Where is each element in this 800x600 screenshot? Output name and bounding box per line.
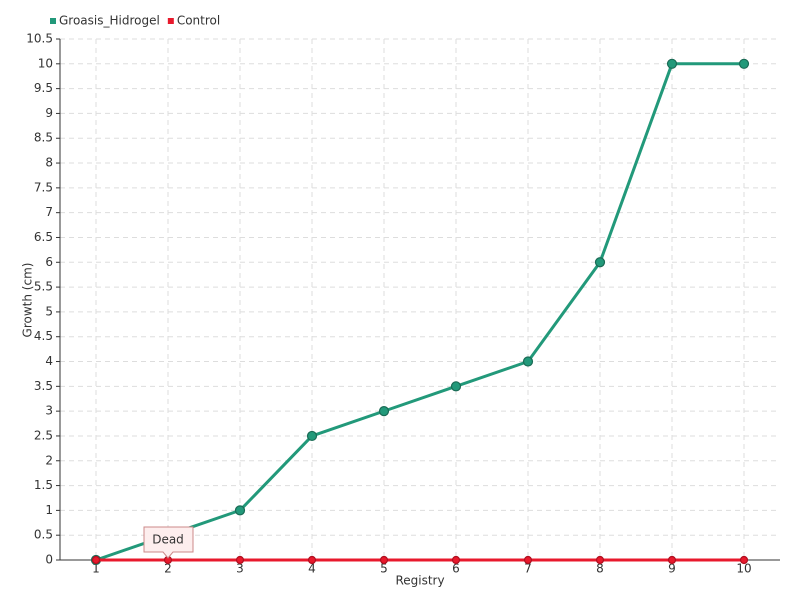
data-point bbox=[594, 257, 606, 268]
x-tick-label: 8 bbox=[596, 562, 604, 576]
x-tick-label: 3 bbox=[236, 562, 244, 576]
y-tick-label: 8.5 bbox=[34, 131, 53, 145]
y-tick-label: 4 bbox=[45, 354, 53, 368]
data-point bbox=[450, 381, 462, 392]
y-tick-label: 9 bbox=[45, 106, 53, 120]
data-point bbox=[667, 555, 677, 565]
series-line bbox=[95, 62, 744, 562]
y-tick-label: 0.5 bbox=[34, 528, 53, 542]
legend-swatch bbox=[50, 18, 56, 24]
legend-swatch bbox=[167, 18, 174, 24]
y-tick-label: 5 bbox=[45, 304, 53, 318]
x-axis-label: Registry bbox=[395, 574, 444, 588]
data-point bbox=[451, 555, 461, 565]
data-point bbox=[595, 555, 605, 565]
x-tick-label: 1 bbox=[92, 562, 100, 576]
y-tick-label: 10 bbox=[38, 56, 53, 70]
annotation-text: Dead bbox=[152, 533, 184, 547]
y-tick-label: 3.5 bbox=[34, 379, 53, 393]
data-point bbox=[235, 555, 245, 565]
y-tick-label: 5.5 bbox=[34, 280, 53, 294]
y-tick-label: 2.5 bbox=[34, 428, 53, 442]
y-tick-label: 6 bbox=[45, 255, 53, 269]
x-tick-label: 10 bbox=[736, 562, 751, 576]
legend-label: Control bbox=[177, 14, 220, 28]
legend-label: Groasis_Hidrogel bbox=[59, 14, 160, 28]
y-tick-label: 10.5 bbox=[26, 32, 53, 46]
data-point bbox=[522, 356, 534, 367]
y-tick-label: 6.5 bbox=[34, 230, 53, 244]
y-tick-label: 9.5 bbox=[34, 81, 53, 95]
y-tick-label: 3 bbox=[45, 404, 53, 418]
x-tick-label: 9 bbox=[668, 562, 676, 576]
y-tick-label: 1 bbox=[45, 503, 53, 517]
x-tick-label: 7 bbox=[524, 562, 532, 576]
data-point bbox=[307, 555, 317, 565]
y-axis-label: Growth (cm) bbox=[21, 263, 35, 338]
x-tick-label: 4 bbox=[308, 562, 316, 576]
data-point bbox=[378, 406, 390, 417]
x-tick-label: 6 bbox=[452, 562, 460, 576]
data-point bbox=[91, 555, 101, 565]
y-tick-label: 8 bbox=[45, 156, 53, 170]
x-tick-label: 2 bbox=[164, 562, 172, 576]
data-point bbox=[234, 505, 246, 516]
data-point bbox=[306, 430, 318, 442]
data-point bbox=[379, 555, 389, 565]
x-tick-label: 5 bbox=[380, 562, 388, 576]
data-point bbox=[739, 555, 749, 565]
y-tick-label: 4.5 bbox=[34, 329, 53, 343]
annotation-box bbox=[143, 526, 194, 559]
data-point bbox=[666, 58, 678, 69]
annotation: Dead bbox=[143, 526, 194, 559]
y-tick-label: 7 bbox=[45, 205, 53, 219]
y-tick-label: 1.5 bbox=[34, 478, 53, 492]
data-point bbox=[523, 555, 533, 565]
y-tick-label: 0 bbox=[45, 553, 53, 567]
data-point bbox=[738, 58, 750, 69]
y-tick-label: 7.5 bbox=[34, 180, 53, 194]
y-tick-label: 2 bbox=[45, 453, 53, 467]
